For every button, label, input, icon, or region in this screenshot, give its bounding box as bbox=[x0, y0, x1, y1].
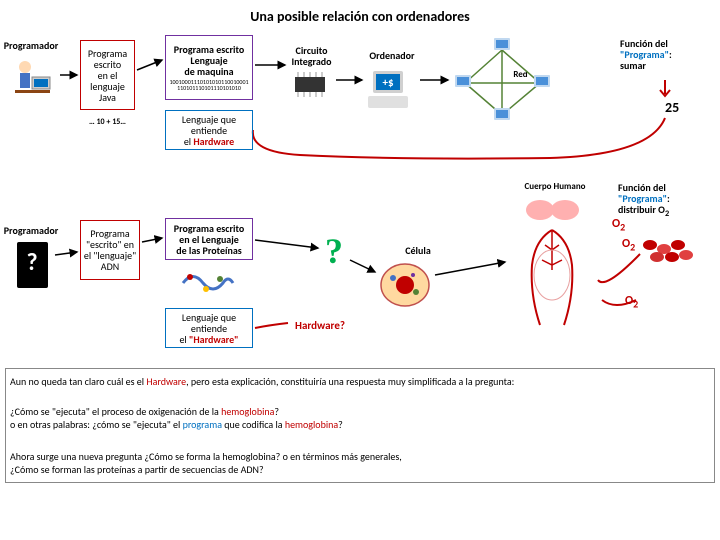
body-icon bbox=[510, 195, 595, 335]
cell-icon bbox=[378, 260, 433, 310]
para-2: ¿Cómo se "ejecuta" el proceso de oxigena… bbox=[10, 405, 710, 431]
programa-proteinas-box: Programa escrito en el Lenguaje de las P… bbox=[165, 218, 253, 260]
programa-java-box: Programa escrito en el lenguaje Java bbox=[80, 40, 135, 110]
network-icon bbox=[450, 35, 555, 130]
programa-java-text: Programa escrito en el lenguaje Java bbox=[83, 48, 132, 103]
svg-text:+$: +$ bbox=[382, 76, 393, 89]
funcion-label-2: Función del"Programa":distribuir O2 bbox=[618, 182, 713, 219]
o2-top: O2 bbox=[612, 218, 625, 232]
o2-mid: O2 bbox=[622, 238, 635, 252]
para-1: Aun no queda tan claro cuál es el Hardwa… bbox=[10, 375, 710, 388]
cuerpo-label: Cuerpo Humano bbox=[510, 182, 600, 192]
result-25: 25 bbox=[665, 100, 679, 115]
o2-bot: O2 bbox=[625, 295, 638, 309]
protein-icon bbox=[178, 265, 238, 300]
programa-maquina-text: Programa escrito Lenguaje de maquina bbox=[168, 44, 250, 77]
programa-adn-box: Programa "escrito" en el "lenguaje" ADN bbox=[80, 220, 140, 280]
chip-icon bbox=[290, 72, 330, 97]
celula-label: Célula bbox=[398, 245, 438, 256]
computer-icon: +$ bbox=[365, 68, 415, 113]
programador-label-1: Programador bbox=[2, 40, 60, 51]
programador-label-2: Programador bbox=[2, 225, 60, 236]
question-silhouette-icon: ? bbox=[15, 240, 50, 290]
ordenador-label: Ordenador bbox=[362, 50, 422, 61]
programa-proteinas-text: Programa escrito en el Lenguaje de las P… bbox=[168, 223, 250, 256]
blood-cells-icon bbox=[640, 235, 695, 265]
programa-maquina-box: Programa escrito Lenguaje de maquina 100… bbox=[165, 35, 253, 100]
svg-text:?: ? bbox=[26, 248, 37, 277]
programmer-icon bbox=[10, 55, 55, 100]
lenguaje-hw-box-2: Lenguaje queentiendeel "Hardware" bbox=[165, 308, 253, 348]
question-mark: ? bbox=[325, 232, 343, 272]
page-title: Una posible relación con ordenadores bbox=[0, 8, 720, 25]
para-3: Ahora surge una nueva pregunta ¿Cómo se … bbox=[10, 450, 710, 476]
lenguaje-hw-box-1: Lenguaje queentiendeel Hardware bbox=[165, 110, 253, 150]
down-arrow-icon bbox=[658, 80, 672, 100]
lenguaje-hw-text-2: Lenguaje queentiendeel "Hardware" bbox=[168, 312, 250, 345]
suma-label: … 10 + 15… bbox=[80, 118, 135, 127]
circuito-label: Circuito Integrado bbox=[284, 45, 339, 67]
hardware-q-label: Hardware? bbox=[285, 320, 355, 332]
funcion-label-1: Función del"Programa":sumar bbox=[620, 38, 705, 71]
programa-adn-text: Programa "escrito" en el "lenguaje" ADN bbox=[83, 228, 137, 272]
lenguaje-hw-text-1: Lenguaje queentiendeel Hardware bbox=[168, 114, 250, 147]
binary-text: 1001000111010101011001000111010111010111… bbox=[168, 79, 250, 91]
